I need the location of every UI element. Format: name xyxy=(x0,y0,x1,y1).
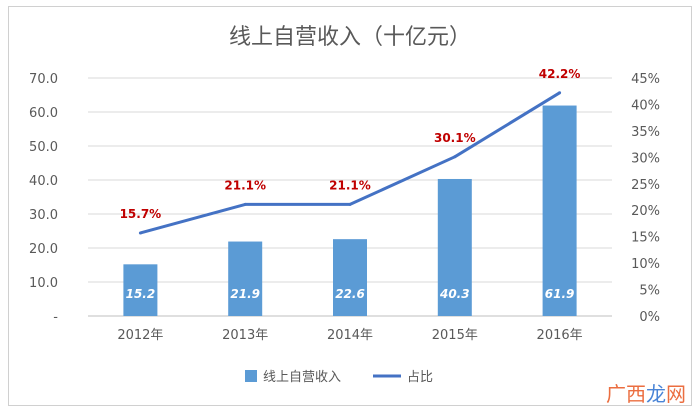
right-tick-label: 5% xyxy=(639,284,660,299)
right-tick-label: 20% xyxy=(631,204,660,219)
line-data-label: 42.2% xyxy=(539,67,581,81)
right-tick-label: 25% xyxy=(631,178,660,193)
x-tick-label: 2014年 xyxy=(327,328,373,343)
x-tick-label: 2013年 xyxy=(222,328,268,343)
bar xyxy=(333,239,367,316)
watermark-text-c: 网 xyxy=(666,382,686,406)
chart-frame xyxy=(8,6,692,406)
left-tick-label: 20.0 xyxy=(29,242,58,257)
line-point xyxy=(348,202,352,206)
bar-data-label: 40.3 xyxy=(439,287,470,301)
left-tick-label: 10.0 xyxy=(29,276,58,291)
right-tick-label: 15% xyxy=(631,231,660,246)
bar-data-label: 61.9 xyxy=(545,287,575,301)
right-tick-label: 35% xyxy=(631,125,660,140)
watermark-logo: 广西龙网 xyxy=(606,378,686,407)
right-tick-label: 30% xyxy=(631,151,660,166)
line-data-label: 30.1% xyxy=(434,131,476,145)
bar-data-label: 21.9 xyxy=(230,287,260,301)
left-tick-label: 60.0 xyxy=(29,106,58,121)
line-point xyxy=(558,91,562,95)
left-tick-label: - xyxy=(53,310,58,325)
legend-label-bar: 线上自营收入 xyxy=(263,370,341,385)
legend-label-line: 占比 xyxy=(407,370,433,385)
x-tick-label: 2016年 xyxy=(537,328,583,343)
bar xyxy=(437,178,472,316)
left-tick-label: 70.0 xyxy=(29,72,58,87)
chart-title: 线上自营收入（十亿元） xyxy=(229,25,471,50)
line-point xyxy=(243,202,247,206)
bar xyxy=(228,241,263,316)
line-data-label: 15.7% xyxy=(120,207,162,221)
line-data-label: 21.1% xyxy=(329,178,371,192)
line-point xyxy=(138,231,142,235)
left-tick-label: 40.0 xyxy=(29,174,58,189)
right-tick-label: 45% xyxy=(631,72,660,87)
watermark-text-a: 广西 xyxy=(606,382,646,406)
line-series xyxy=(140,91,561,235)
line-data-label: 21.1% xyxy=(224,178,266,192)
left-tick-label: 50.0 xyxy=(29,140,58,155)
left-tick-label: 30.0 xyxy=(29,208,58,223)
right-tick-label: 10% xyxy=(631,257,660,272)
x-tick-label: 2015年 xyxy=(432,328,478,343)
bar xyxy=(123,264,158,316)
bar-data-label: 15.2 xyxy=(126,287,156,301)
line-point xyxy=(453,155,457,159)
bar xyxy=(542,105,577,316)
right-tick-label: 0% xyxy=(639,310,660,325)
x-tick-label: 2012年 xyxy=(117,328,163,343)
right-tick-label: 40% xyxy=(631,98,660,113)
bar-data-label: 22.6 xyxy=(335,287,365,301)
legend-swatch-bar xyxy=(245,370,257,382)
watermark-text-b: 龙 xyxy=(646,382,666,406)
